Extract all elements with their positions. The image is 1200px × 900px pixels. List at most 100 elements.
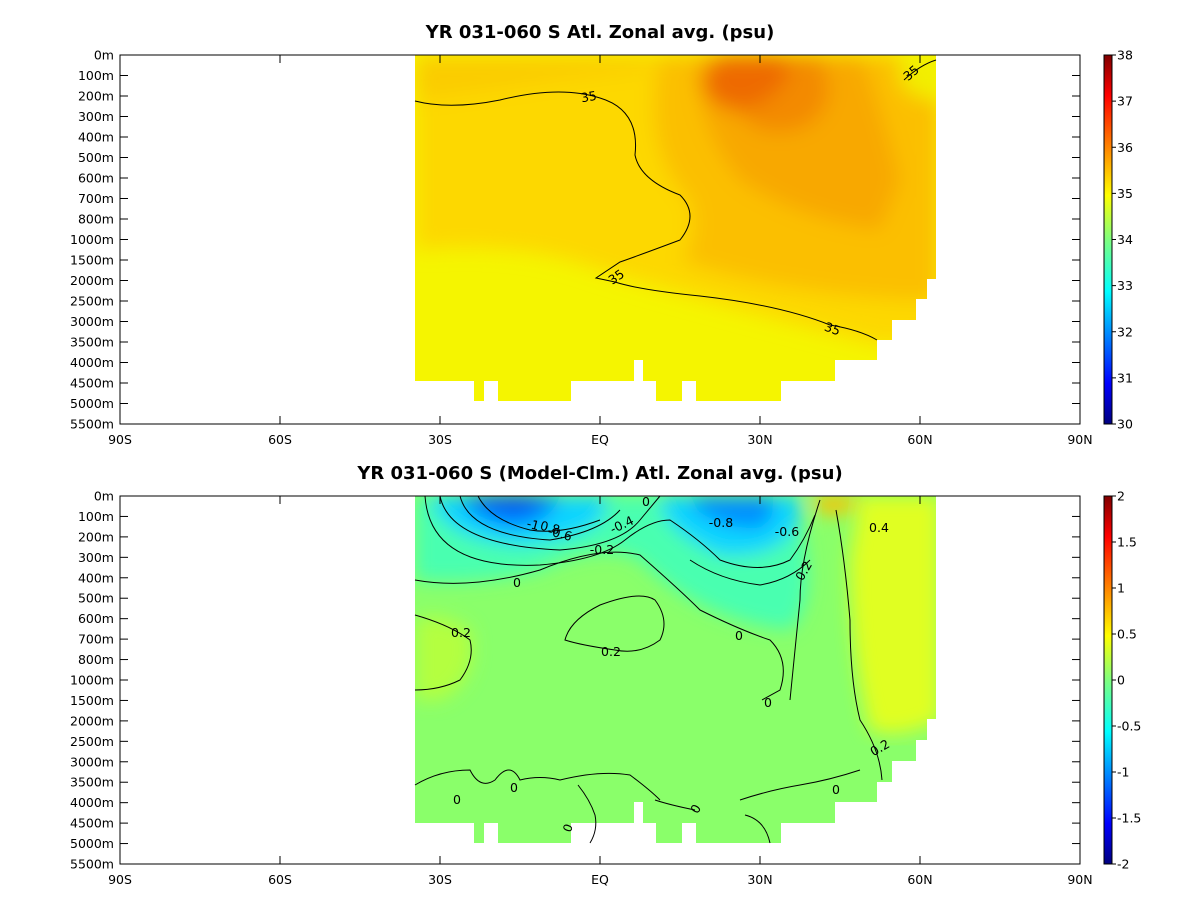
bottom-contour-label: 0: [510, 780, 518, 795]
bottom-y-tick-label: 5000m: [70, 836, 114, 851]
top-y-tick-label: 200m: [78, 89, 114, 104]
top-colorbar-label: 33: [1117, 278, 1133, 293]
top-y-tick-label: 100m: [78, 68, 114, 83]
bottom-colorbar: [1103, 495, 1113, 865]
bottom-contour-label: -0.8: [709, 515, 733, 530]
bottom-contour-label: -0.6: [775, 524, 799, 539]
top-y-tick-label: 5500m: [70, 417, 114, 432]
top-y-tick-label: 400m: [78, 130, 114, 145]
bottom-contour-label: 0.2: [451, 625, 471, 640]
bottom-contour-lines: [414, 495, 883, 844]
bottom-y-tick-label: 2500m: [70, 734, 114, 749]
bottom-contour-label: 0.4: [869, 520, 889, 535]
top-colorbar-label: 31: [1117, 370, 1133, 385]
bottom-y-tick-label: 500m: [78, 591, 114, 606]
bottom-contour-label-cluster: 0.8: [539, 518, 562, 538]
top-colorbar-label: 34: [1117, 232, 1133, 247]
top-x-tick-label: 30N: [747, 432, 772, 447]
bottom-y-tick-label: 1000m: [70, 673, 114, 688]
bottom-y-tick-label: 200m: [78, 529, 114, 544]
bottom-contour-label: -0.2: [590, 542, 614, 557]
top-x-tick-label: EQ: [591, 432, 609, 447]
bottom-y-tick-label: 600m: [78, 611, 114, 626]
top-y-tick-label: 3000m: [70, 314, 114, 329]
top-y-tick-label: 1000m: [70, 232, 114, 247]
top-y-tick-label: 4000m: [70, 355, 114, 370]
bottom-x-tick-label: 60N: [907, 872, 932, 887]
bottom-colorbar-label: 0.5: [1117, 627, 1137, 642]
bottom-y-tick-label: 300m: [78, 550, 114, 565]
bottom-colorbar-label: 1: [1117, 581, 1125, 596]
top-y-tick-label: 500m: [78, 150, 114, 165]
bottom-contour-label: 0: [513, 575, 521, 590]
bottom-colorbar-label: 0: [1117, 673, 1125, 688]
bottom-colorbar-label: -2: [1117, 857, 1129, 872]
bottom-y-tick-label: 1500m: [70, 693, 114, 708]
top-contour-lines: [414, 59, 937, 341]
top-colorbar-label: 37: [1117, 94, 1133, 109]
bottom-y-tick-label: 4500m: [70, 816, 114, 831]
bottom-y-tick-label: 100m: [78, 509, 114, 524]
bottom-y-tick-label: 3500m: [70, 775, 114, 790]
top-colorbar-label: 35: [1117, 186, 1133, 201]
bottom-colorbar-label: 1.5: [1117, 535, 1137, 550]
bottom-contour-label: 0: [642, 494, 650, 509]
top-salinity-field: [415, 55, 936, 401]
top-colorbar-label: 32: [1117, 324, 1133, 339]
top-colorbar-label: 30: [1117, 417, 1133, 432]
bottom-contour-label: 0: [560, 822, 576, 834]
top-colorbar-label: 38: [1117, 48, 1133, 63]
bottom-y-tick-label: 800m: [78, 652, 114, 667]
top-y-tick-label: 600m: [78, 171, 114, 186]
top-x-tick-label: 30S: [428, 432, 452, 447]
bottom-x-tick-label: EQ: [591, 872, 609, 887]
bottom-y-tick-label: 0m: [94, 489, 114, 504]
bottom-x-tick-label: 30N: [747, 872, 772, 887]
top-colorbar: [1103, 54, 1113, 425]
top-y-tick-label: 2000m: [70, 273, 114, 288]
bottom-y-tick-label: 400m: [78, 570, 114, 585]
bottom-anomaly-field: [415, 496, 936, 843]
bottom-colorbar-label: -0.5: [1117, 719, 1141, 734]
top-y-tick-label: 3500m: [70, 335, 114, 350]
top-colorbar-label: 36: [1117, 140, 1133, 155]
top-x-tick-label: 60N: [907, 432, 932, 447]
bottom-y-tick-label: 4000m: [70, 795, 114, 810]
top-contour-label: 35: [822, 319, 842, 339]
top-x-tick-label: 90N: [1067, 432, 1092, 447]
bottom-x-tick-label: 30S: [428, 872, 452, 887]
bottom-contour-label-cluster: -1: [525, 516, 541, 534]
top-y-tick-label: 4500m: [70, 376, 114, 391]
top-y-tick-label: 5000m: [70, 396, 114, 411]
bottom-contour-label: 0: [764, 695, 772, 710]
bottom-y-tick-label: 700m: [78, 632, 114, 647]
bottom-colorbar-label: 2: [1117, 489, 1125, 504]
top-y-tick-label: 0m: [94, 48, 114, 63]
top-axes: 90S 60S 30S EQ 30N 60N 90N 0m 100m 200m 300m 400m 50…: [70, 48, 1133, 448]
top-y-tick-label: 1500m: [70, 253, 114, 268]
bottom-y-tick-label: 5500m: [70, 857, 114, 872]
bottom-contour-label: 0: [453, 792, 461, 807]
top-panel-title: YR 031-060 S Atl. Zonal avg. (psu): [425, 22, 775, 43]
top-x-tick-label: 60S: [268, 432, 292, 447]
top-y-tick-label: 2500m: [70, 294, 114, 309]
top-y-tick-label: 700m: [78, 191, 114, 206]
bottom-y-tick-label: 3000m: [70, 754, 114, 769]
bottom-x-tick-label: 60S: [268, 872, 292, 887]
bottom-contour-label: 0: [735, 628, 743, 643]
top-x-tick-label: 90S: [108, 432, 132, 447]
bottom-x-tick-label: 90N: [1067, 872, 1092, 887]
bottom-y-tick-label: 2000m: [70, 713, 114, 728]
bottom-axes: 90S 60S 30S EQ 30N 60N 90N 0m 100m 200m 300m 400m 50…: [70, 489, 1141, 888]
bottom-contour-label-cluster: -0.6: [546, 523, 573, 544]
bottom-x-tick-label: 90S: [108, 872, 132, 887]
top-contour-label: 35: [580, 88, 598, 106]
bottom-contour-label: 0: [832, 782, 840, 797]
bottom-colorbar-label: -1.5: [1117, 811, 1141, 826]
top-contour-label: 35: [605, 266, 627, 287]
top-y-tick-label: 800m: [78, 212, 114, 227]
bottom-panel-title: YR 031-060 S (Model-Clm.) Atl. Zonal avg…: [357, 463, 843, 484]
bottom-contour-label: 0.2: [601, 644, 621, 659]
bottom-colorbar-label: -1: [1117, 765, 1129, 780]
